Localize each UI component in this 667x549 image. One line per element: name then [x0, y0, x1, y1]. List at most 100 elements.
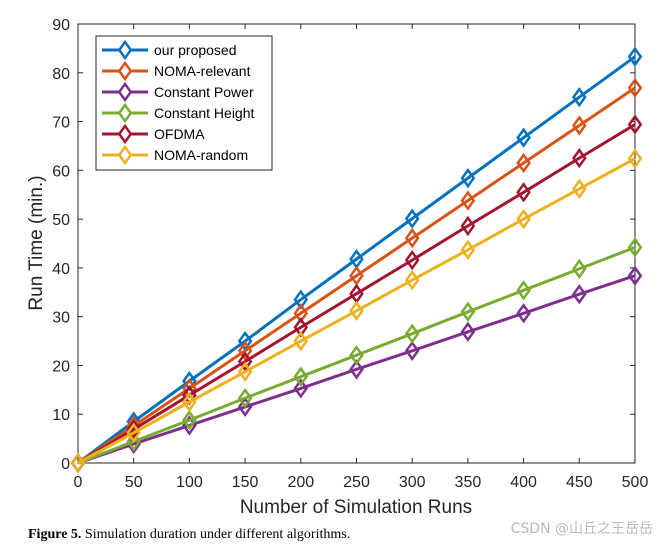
- series-noma-random: [70, 148, 643, 474]
- x-axis-ticks: 0 50 100 150 200 250 300 350 400 450 500: [74, 24, 649, 491]
- y-axis-ticks: 0 10 20 30 40 50 60 70 80 90: [52, 17, 635, 473]
- y-tick-label: 90: [52, 17, 70, 34]
- x-tick-label: 350: [455, 474, 482, 491]
- data-point: [404, 208, 420, 229]
- legend-marker: [117, 102, 133, 124]
- data-point: [126, 422, 142, 443]
- data-point: [349, 345, 364, 366]
- y-axis-label: Run Time (min.): [26, 175, 47, 310]
- series-line: [77, 274, 636, 465]
- x-tick-label: 500: [622, 474, 649, 491]
- data-point: [182, 409, 197, 431]
- data-point: [460, 167, 476, 189]
- series-layer: [70, 46, 643, 474]
- series-line: [77, 55, 636, 465]
- caption-label: Figure 5.: [28, 527, 82, 542]
- data-point: [460, 190, 476, 211]
- x-tick-label: 50: [125, 474, 143, 491]
- data-point: [293, 330, 309, 352]
- data-point: [237, 387, 253, 409]
- data-point: [237, 340, 253, 361]
- figure-caption: Figure 5. Simulation duration under diff…: [28, 527, 350, 543]
- series-ofdma: [70, 114, 643, 474]
- series-our-proposed: [70, 46, 643, 474]
- data-point: [126, 431, 142, 452]
- series-line: [77, 157, 636, 465]
- x-tick-label: 100: [176, 474, 203, 491]
- y-tick-label: 10: [52, 407, 70, 424]
- x-tick-label: 200: [287, 474, 314, 491]
- data-point: [182, 391, 197, 413]
- data-point: [627, 77, 643, 99]
- y-tick-label: 50: [52, 212, 70, 229]
- y-tick-label: 20: [52, 358, 70, 375]
- series-line: [77, 246, 636, 465]
- data-point: [627, 148, 643, 169]
- data-point: [516, 152, 531, 174]
- watermark: CSDN @山丘之王岳岳: [510, 521, 653, 537]
- data-point: [404, 340, 420, 361]
- data-point: [627, 265, 643, 286]
- data-point: [627, 114, 643, 135]
- data-point: [571, 115, 587, 136]
- data-point: [571, 178, 587, 200]
- data-point: [404, 227, 420, 249]
- y-tick-label: 60: [52, 163, 70, 180]
- legend-label: Constant Height: [154, 105, 255, 121]
- data-point: [571, 284, 587, 305]
- legend-label: NOMA-relevant: [154, 63, 251, 79]
- legend-label: our proposed: [154, 42, 237, 58]
- data-point: [516, 303, 531, 324]
- data-point: [237, 351, 253, 372]
- y-tick-label: 0: [61, 456, 70, 473]
- x-tick-label: 250: [343, 474, 370, 491]
- legend-marker: [117, 60, 133, 82]
- caption-text: Simulation duration under different algo…: [81, 527, 351, 542]
- x-axis-label: Number of Simulation Runs: [240, 497, 472, 518]
- legend: our proposed NOMA-relevant Constant Power C…: [95, 35, 273, 171]
- data-point: [516, 280, 531, 301]
- data-point: [460, 321, 476, 342]
- data-point: [237, 361, 253, 382]
- series-line: [77, 86, 636, 465]
- data-point: [571, 147, 587, 169]
- legend-label: NOMA-random: [154, 147, 248, 163]
- data-point: [627, 46, 643, 67]
- legend-marker: [117, 81, 133, 103]
- data-point: [404, 269, 420, 291]
- data-point: [349, 300, 364, 321]
- data-point: [516, 182, 531, 203]
- legend-label: OFDMA: [154, 126, 205, 142]
- data-point: [349, 359, 364, 380]
- x-tick-label: 0: [74, 474, 83, 491]
- x-tick-label: 450: [566, 474, 593, 491]
- x-tick-label: 300: [399, 474, 426, 491]
- data-point: [460, 215, 476, 237]
- data-point: [571, 258, 587, 280]
- y-tick-label: 40: [52, 261, 70, 278]
- data-point: [70, 452, 86, 474]
- data-point: [516, 127, 531, 148]
- data-point: [237, 396, 253, 418]
- y-tick-label: 70: [52, 115, 70, 132]
- y-tick-label: 30: [52, 310, 70, 327]
- data-point: [627, 237, 643, 258]
- data-point: [516, 208, 531, 230]
- x-tick-label: 400: [510, 474, 537, 491]
- data-point: [293, 317, 309, 338]
- data-point: [571, 87, 587, 108]
- legend-marker: [117, 39, 133, 61]
- data-point: [293, 378, 309, 399]
- data-point: [460, 239, 476, 260]
- data-point: [293, 366, 309, 387]
- data-point: [404, 323, 420, 344]
- legend-marker: [117, 144, 133, 166]
- data-point: [404, 249, 420, 271]
- legend-label: Constant Power: [154, 84, 254, 100]
- data-point: [126, 419, 142, 440]
- series-line: [77, 123, 636, 465]
- data-point: [460, 301, 476, 322]
- data-point: [293, 289, 309, 310]
- x-tick-label: 150: [232, 474, 259, 491]
- legend-marker: [117, 123, 133, 145]
